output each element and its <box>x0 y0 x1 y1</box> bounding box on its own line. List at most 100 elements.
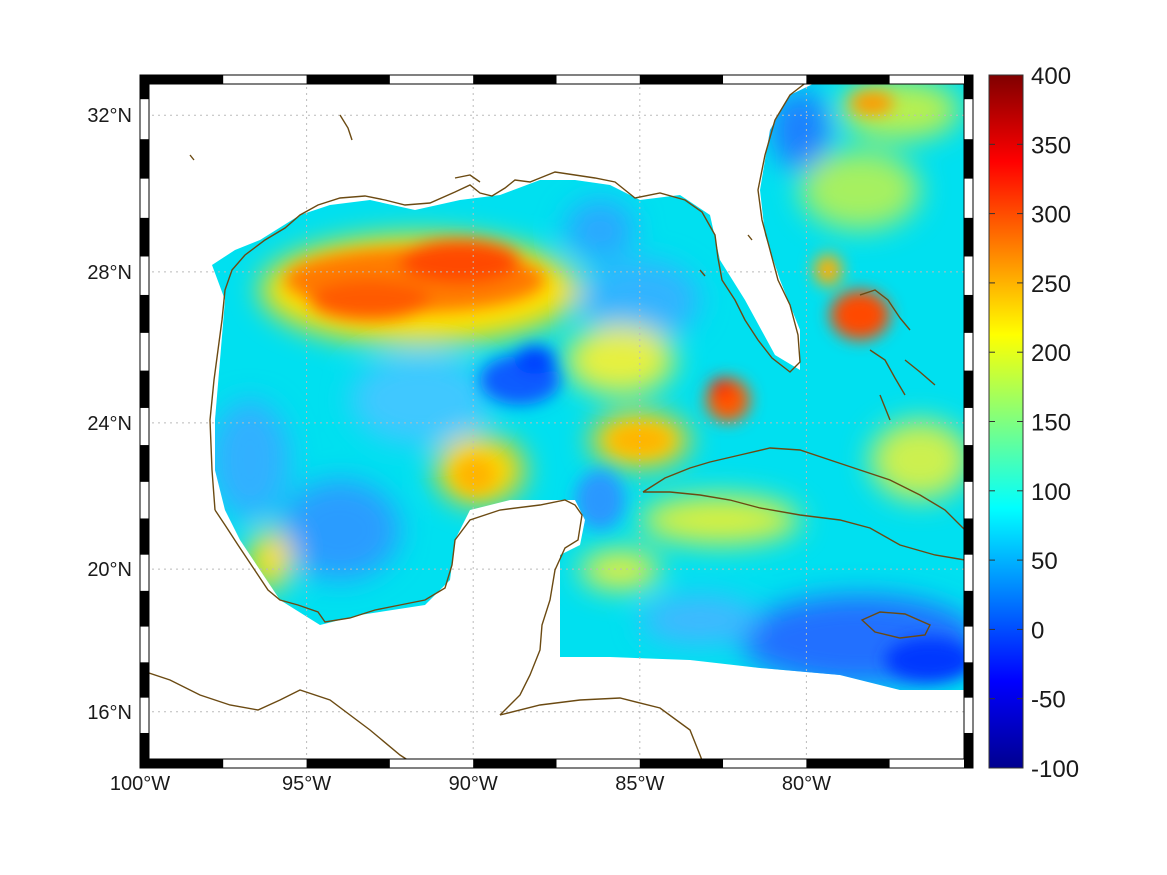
frame-segment-right <box>964 554 973 591</box>
frame-segment-bottom <box>140 759 224 768</box>
frame-segment-top <box>473 75 557 84</box>
frame-segment-bottom <box>556 759 640 768</box>
frame-segment-left <box>140 697 149 733</box>
frame-segment-left <box>140 518 149 555</box>
frame-segment-right <box>964 178 973 218</box>
frame-segment-bottom <box>806 759 890 768</box>
blob-florida-orange <box>814 254 842 286</box>
coastline-jamaica <box>860 611 931 639</box>
blob-cuba-green <box>870 420 965 500</box>
frame-segment-right <box>964 370 973 408</box>
coastline-islands <box>189 114 753 277</box>
lat-tick-label: 32°N <box>87 105 132 127</box>
coastlines <box>140 77 966 768</box>
frame-segment-top <box>389 75 474 84</box>
coastline-gulf <box>209 77 813 511</box>
frame-segment-bottom <box>639 759 724 768</box>
plot-area <box>139 74 974 769</box>
blob-west-blue <box>212 400 290 520</box>
lon-tick-label: 85°W <box>615 773 664 795</box>
blob-caribbean-yellow2 <box>580 550 660 590</box>
blob-channel-blue <box>575 470 625 530</box>
frame-segment-left <box>140 99 149 140</box>
coastline-cuba <box>642 447 966 561</box>
colorbar-labels: 400 350 300 250 200 150 100 50 0 -50 -100 <box>989 63 1079 783</box>
blob-bahamas-red <box>830 290 890 340</box>
frame-segment-left <box>140 178 149 218</box>
frame-segment-top <box>223 75 307 84</box>
blob-northeast-blue <box>580 260 700 340</box>
frame-segment-right <box>964 590 973 627</box>
colorbar-label: 300 <box>1031 202 1071 229</box>
coastline-honduras <box>499 697 706 768</box>
frame-segment-left <box>140 332 149 371</box>
colorbar: 400 350 300 250 200 150 100 50 0 -50 -100 <box>988 63 1079 783</box>
colorbar-label: 350 <box>1031 132 1071 159</box>
lon-tick-label: 95°W <box>282 773 331 795</box>
frame-segment-bottom <box>473 759 557 768</box>
frame-segment-top <box>639 75 724 84</box>
colorbar-label: -50 <box>1031 687 1066 714</box>
frame-segment-left <box>140 626 149 663</box>
frame-segment-right <box>964 518 973 555</box>
blob-gulf-red2 <box>310 280 430 320</box>
frame-segment-left <box>140 445 149 482</box>
frame-segment-top <box>723 75 807 84</box>
frame-segment-left <box>140 590 149 627</box>
blob-central-low-core <box>515 346 555 374</box>
lon-tick-label: 80°W <box>782 773 831 795</box>
frame-segment-bottom <box>389 759 474 768</box>
frame-segment-right <box>964 626 973 663</box>
frame-segment-right <box>964 445 973 482</box>
blob-caribbean-yellow <box>640 495 800 545</box>
lon-tick-label: 90°W <box>449 773 498 795</box>
frame-segment-top <box>140 75 224 84</box>
lat-tick-label: 16°N <box>87 702 132 724</box>
lat-tick-label: 24°N <box>87 413 132 435</box>
frame-segment-right <box>964 481 973 519</box>
frame-segment-right <box>964 139 973 179</box>
latitude-axis: 32°N 28°N 24°N 20°N 16°N <box>87 105 132 724</box>
frame-segment-right <box>964 99 973 140</box>
frame-segment-right <box>964 294 973 333</box>
blob-yucatan-orange <box>610 426 670 454</box>
frame-segment-left <box>140 294 149 333</box>
frame-segment-left <box>140 139 149 179</box>
colorbar-label: 200 <box>1031 340 1071 367</box>
lat-tick-label: 28°N <box>87 262 132 284</box>
frame-segment-right <box>964 256 973 295</box>
frame-segment-right <box>964 697 973 733</box>
frame-segment-right <box>964 732 973 768</box>
frame-segment-top <box>306 75 390 84</box>
frame-segment-right <box>964 332 973 371</box>
colorbar-label: 0 <box>1031 617 1044 644</box>
colorbar-label: -100 <box>1031 756 1079 783</box>
frame-segment-right <box>964 217 973 257</box>
frame-segment-bottom <box>889 759 973 768</box>
frame-segment-right <box>964 407 973 446</box>
longitude-axis: 100°W 95°W 90°W 85°W 80°W <box>110 773 831 795</box>
frame-segment-right <box>964 662 973 698</box>
frame-segment-top <box>556 75 640 84</box>
colorbar-label: 100 <box>1031 479 1071 506</box>
blob-straits-red-core <box>710 378 734 398</box>
frame-segment-left <box>140 407 149 446</box>
blob-southwest-blue <box>280 480 400 580</box>
frame-segment-top <box>889 75 973 84</box>
blob-south-cyan <box>640 595 760 645</box>
blob-gulf-red <box>400 240 520 284</box>
frame-segment-left <box>140 256 149 295</box>
colorbar-label: 50 <box>1031 548 1058 575</box>
frame-segment-bottom <box>723 759 807 768</box>
frame-segment-left <box>140 75 149 100</box>
blob-northeast-orange <box>850 91 894 115</box>
grid <box>140 75 973 768</box>
frame-segment-left <box>140 481 149 519</box>
colorbar-label: 150 <box>1031 410 1071 437</box>
map-frame <box>139 74 974 769</box>
coastline-bahamas <box>859 289 936 421</box>
frame-segment-left <box>140 217 149 257</box>
lon-tick-label: 100°W <box>110 773 170 795</box>
blob-caribbean-low <box>885 638 965 682</box>
frame-segment-top <box>806 75 890 84</box>
